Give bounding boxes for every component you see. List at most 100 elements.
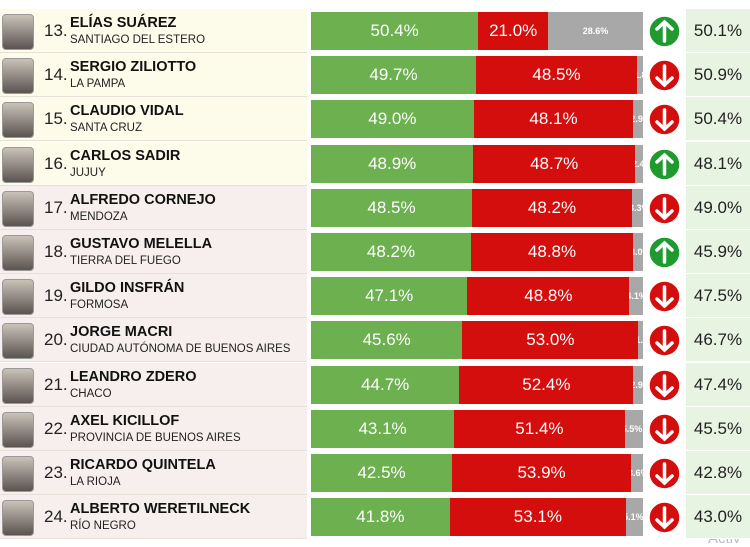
row-label-area: 14. SERGIO ZILIOTTO LA PAMPA — [0, 53, 307, 98]
photo — [2, 411, 34, 448]
trend-arrow-down — [648, 59, 681, 92]
approve-bar: 48.2% — [311, 233, 472, 271]
previous-value: 47.5% — [686, 274, 750, 319]
ranking-row: 22. AXEL KICILLOF PROVINCIA DE BUENOS AIRE… — [0, 406, 750, 451]
trend-arrow-down — [648, 457, 681, 490]
rank: 13. — [44, 21, 68, 40]
ranking-row: 15.CLAUDIO VIDAL SANTA CRUZ 49.0%48.1%2.9%… — [0, 97, 750, 142]
row-label-area: 18. GUSTAVO MELELLA TIERRA DEL FUEGO — [0, 230, 307, 274]
previous-value: 48.1% — [686, 141, 750, 186]
trend-arrow-down — [648, 192, 681, 225]
ranking-row: 21.LEANDRO ZDERO CHACO 44.7%52.4%2.9% 47.4% — [0, 362, 750, 407]
row-label-area: 13. ELÍAS SUÁREZ SANTIAGO DEL ESTERO — [0, 9, 307, 53]
approve-bar: 42.5% — [311, 454, 453, 492]
other-bar: 1.4% — [638, 321, 643, 360]
previous-value: 50.1% — [686, 9, 750, 53]
approve-bar: 43.1% — [311, 409, 455, 448]
governor-name: SERGIO ZILIOTTO — [70, 59, 197, 76]
previous-value: 49.0% — [686, 185, 750, 230]
previous-value: 42.8% — [686, 451, 750, 495]
previous-value: 50.4% — [686, 97, 750, 142]
governor-name: AXEL KICILLOF — [70, 412, 180, 429]
rank: 22. — [44, 418, 68, 438]
rank: 19. — [44, 286, 68, 306]
ranking-row: 14.SERGIO ZILIOTTO LA PAMPA 49.7%48.5%1.8%… — [0, 53, 750, 98]
governor-name: JORGE MACRI — [70, 324, 173, 341]
province: TIERRA DEL FUEGO — [70, 255, 181, 267]
other-bar: 5.5% — [624, 409, 643, 448]
disapprove-bar: 53.0% — [462, 321, 639, 360]
disapprove-bar: 21.0% — [478, 12, 549, 50]
other-bar: 28.6% — [548, 12, 643, 50]
rank: 24. — [44, 507, 68, 527]
approve-bar: 48.5% — [311, 188, 473, 227]
other-bar: 2.9% — [633, 100, 643, 139]
photo — [2, 456, 34, 492]
trend-arrow-down — [648, 368, 681, 402]
approve-bar: 47.1% — [311, 277, 468, 316]
other-bar: 3.0% — [633, 233, 643, 271]
trend-arrow-down — [648, 501, 681, 534]
photo — [2, 235, 34, 271]
province: SANTA CRUZ — [70, 122, 142, 135]
province: FORMOSA — [70, 299, 129, 312]
previous-value: 46.7% — [686, 318, 750, 363]
approve-bar: 41.8% — [311, 498, 450, 537]
disapprove-bar: 48.7% — [473, 144, 636, 183]
governor-name: GUSTAVO MELELLA — [70, 236, 213, 252]
ranking-row: 24. ALBERTO WERETILNECK RÍO NEGRO 41.8% 53.1… — [0, 495, 750, 540]
province: CHACO — [70, 387, 112, 400]
ranking-row: 20. JORGE MACRI CIUDAD AUTÓNOMA DE BUENOS … — [0, 318, 750, 363]
previous-value: 45.5% — [686, 406, 750, 451]
row-label-area: 22. AXEL KICILLOF PROVINCIA DE BUENOS AIRE… — [0, 406, 307, 451]
province: LA PAMPA — [70, 78, 126, 91]
approve-bar: 49.0% — [311, 100, 474, 139]
row-label-area: 23. RICARDO QUINTELA LA RIOJA — [0, 451, 307, 495]
governor-name: ELÍAS SUÁREZ — [70, 15, 177, 31]
disapprove-bar: 53.1% — [449, 498, 627, 537]
row-label-area: 16. CARLOS SADIR JUJUY — [0, 141, 307, 186]
disapprove-bar: 48.8% — [471, 233, 634, 271]
ranking-row: 17.ALFREDO CORNEJO MENDOZA 48.5%48.2%3.3% 4… — [0, 185, 750, 230]
other-bar: 4.1% — [629, 277, 643, 316]
photo — [2, 367, 34, 404]
province: MENDOZA — [70, 210, 128, 223]
photo — [2, 14, 34, 50]
trend-arrow-up — [648, 236, 681, 269]
previous-value: 43.0% — [686, 495, 750, 540]
row-label-area: 15. CLAUDIO VIDAL SANTA CRUZ — [0, 97, 307, 142]
rank: 20. — [44, 330, 68, 350]
other-bar: 1.8% — [637, 56, 643, 95]
other-bar: 3.6% — [631, 454, 643, 492]
approve-bar: 44.7% — [311, 365, 460, 404]
governor-name: GILDO INSFRÁN — [70, 280, 185, 297]
province: PROVINCIA DE BUENOS AIRES — [70, 431, 241, 444]
disapprove-bar: 48.5% — [476, 56, 638, 95]
rank: 16. — [44, 153, 68, 173]
previous-value: 45.9% — [686, 230, 750, 274]
photo — [2, 279, 34, 316]
previous-value: 50.9% — [686, 53, 750, 98]
rank: 14. — [44, 65, 68, 85]
governor-name: RICARDO QUINTELA — [70, 457, 216, 473]
rank: 15. — [44, 109, 68, 129]
governor-name: CARLOS SADIR — [70, 147, 181, 164]
approve-bar: 50.4% — [311, 12, 479, 50]
photo — [2, 58, 34, 95]
rank: 21. — [44, 374, 68, 394]
disapprove-bar: 48.1% — [473, 100, 634, 139]
photo — [2, 102, 34, 139]
photo — [2, 500, 34, 537]
trend-arrow-up — [648, 15, 681, 48]
photo — [2, 323, 34, 360]
photo — [2, 146, 34, 183]
governor-name: ALBERTO WERETILNECK — [70, 501, 251, 518]
trend-arrow-down — [648, 324, 681, 358]
disapprove-bar: 48.2% — [472, 188, 633, 227]
row-label-area: 19. GILDO INSFRÁN FORMOSA — [0, 274, 307, 319]
rank: 18. — [44, 242, 68, 261]
governor-name: ALFREDO CORNEJO — [70, 191, 216, 208]
province: SANTIAGO DEL ESTERO — [70, 34, 206, 46]
ranking-row: 23.RICARDO QUINTELA LA RIOJA 42.5%53.9%3.6… — [0, 451, 750, 495]
